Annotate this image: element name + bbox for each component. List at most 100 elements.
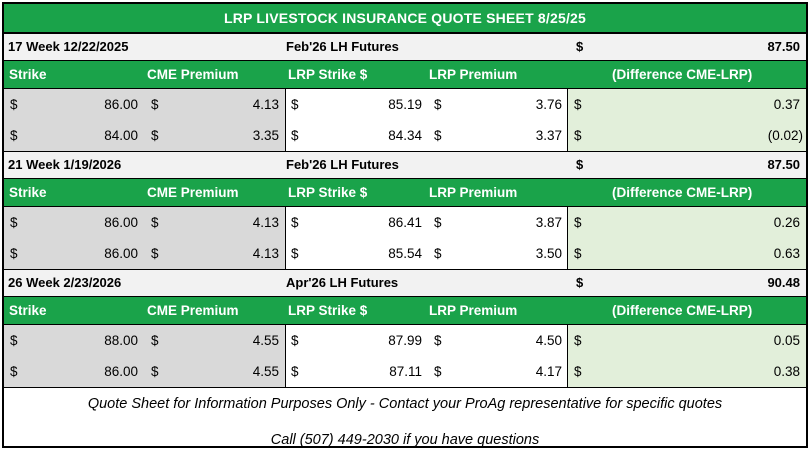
futures-contract: Feb'26 LH Futures [286, 157, 399, 172]
difference-value: 0.26 [773, 215, 800, 230]
section-label: 17 Week 12/22/2025 [8, 39, 129, 54]
lrp-premium-value: 3.76 [535, 97, 562, 112]
lrp-premium-value: 3.50 [535, 246, 562, 261]
section-label: 21 Week 1/19/2026 [8, 157, 122, 172]
strike-value: 88.00 [104, 333, 138, 348]
currency-sign: $ [151, 246, 159, 261]
strike-value: 86.00 [104, 97, 138, 112]
lrp-premium-value: 3.87 [535, 215, 562, 230]
lrp-premium-value: 4.17 [535, 364, 562, 379]
lrp-premium-value: 4.50 [535, 333, 562, 348]
column-header-row: Strike CME Premium LRP Strike $ LRP Prem… [4, 297, 806, 325]
lrp-premium-value: 3.37 [535, 128, 562, 143]
futures-currency: $ [576, 39, 584, 54]
currency-sign: $ [291, 246, 299, 261]
futures-price: 87.50 [767, 39, 800, 54]
column-header-row: Strike CME Premium LRP Strike $ LRP Prem… [4, 61, 806, 89]
table-row: $ 86.00 $ 4.13 $ 85.54 $ 3.50 $ 0.63 [4, 238, 806, 270]
table-row: $ 86.00 $ 4.13 $ 86.41 $ 3.87 $ 0.26 [4, 207, 806, 238]
currency-sign: $ [151, 97, 159, 112]
futures-contract: Apr'26 LH Futures [286, 275, 399, 290]
section-label: 26 Week 2/23/2026 [8, 275, 122, 290]
table-row: $ 84.00 $ 3.35 $ 84.34 $ 3.37 $ (0.02) [4, 120, 806, 152]
col-strike: Strike [9, 303, 47, 318]
lrp-strike-value: 86.41 [388, 215, 422, 230]
strike-value: 84.00 [104, 128, 138, 143]
strike-value: 86.00 [104, 246, 138, 261]
col-cme-premium: CME Premium [147, 303, 239, 318]
currency-sign: $ [434, 333, 442, 348]
currency-sign: $ [10, 128, 18, 143]
currency-sign: $ [574, 333, 582, 348]
futures-price: 87.50 [767, 157, 800, 172]
col-lrp-premium: LRP Premium [429, 67, 518, 82]
currency-sign: $ [291, 333, 299, 348]
contact-text: Call (507) 449-2030 if you have question… [270, 432, 540, 448]
quote-sheet: LRP LIVESTOCK INSURANCE QUOTE SHEET 8/25… [2, 2, 808, 448]
difference-value: 0.05 [773, 333, 800, 348]
currency-sign: $ [151, 333, 159, 348]
col-difference: (Difference CME-LRP) [612, 303, 753, 318]
currency-sign: $ [574, 246, 582, 261]
section-17-week: 17 Week 12/22/2025 Feb'26 LH Futures $ 8… [4, 34, 806, 152]
col-cme-premium: CME Premium [147, 67, 239, 82]
col-strike: Strike [9, 67, 47, 82]
currency-sign: $ [574, 364, 582, 379]
col-lrp-strike: LRP Strike $ [288, 303, 368, 318]
futures-currency: $ [576, 275, 584, 290]
col-lrp-premium: LRP Premium [429, 303, 518, 318]
lrp-strike-value: 87.11 [389, 364, 422, 379]
disclaimer-text: Quote Sheet for Information Purposes Onl… [87, 396, 723, 412]
cme-premium-value: 4.13 [252, 215, 279, 230]
currency-sign: $ [291, 215, 299, 230]
section-header: 21 Week 1/19/2026 Feb'26 LH Futures $ 87… [4, 152, 806, 179]
cme-premium-value: 4.55 [252, 333, 279, 348]
col-lrp-strike: LRP Strike $ [288, 67, 368, 82]
currency-sign: $ [151, 215, 159, 230]
table-row: $ 86.00 $ 4.13 $ 85.19 $ 3.76 $ 0.37 [4, 89, 806, 120]
cme-premium-value: 4.13 [252, 246, 279, 261]
currency-sign: $ [434, 246, 442, 261]
futures-price: 90.48 [767, 275, 800, 290]
strike-value: 86.00 [104, 364, 138, 379]
currency-sign: $ [574, 215, 582, 230]
cme-premium-value: 3.35 [252, 128, 279, 143]
currency-sign: $ [10, 215, 18, 230]
currency-sign: $ [291, 364, 299, 379]
currency-sign: $ [434, 364, 442, 379]
sheet-title: LRP LIVESTOCK INSURANCE QUOTE SHEET 8/25… [4, 4, 806, 34]
currency-sign: $ [10, 97, 18, 112]
currency-sign: $ [291, 97, 299, 112]
currency-sign: $ [291, 128, 299, 143]
difference-value: (0.02) [767, 128, 803, 143]
currency-sign: $ [10, 246, 18, 261]
col-difference: (Difference CME-LRP) [612, 185, 753, 200]
currency-sign: $ [434, 128, 442, 143]
futures-currency: $ [576, 157, 584, 172]
currency-sign: $ [10, 333, 18, 348]
currency-sign: $ [574, 97, 582, 112]
currency-sign: $ [434, 215, 442, 230]
col-lrp-strike: LRP Strike $ [288, 185, 368, 200]
futures-contract: Feb'26 LH Futures [286, 39, 399, 54]
cme-premium-value: 4.13 [252, 97, 279, 112]
column-header-row: Strike CME Premium LRP Strike $ LRP Prem… [4, 179, 806, 207]
currency-sign: $ [151, 364, 159, 379]
difference-value: 0.38 [773, 364, 800, 379]
section-21-week: 21 Week 1/19/2026 Feb'26 LH Futures $ 87… [4, 152, 806, 270]
difference-value: 0.63 [773, 246, 800, 261]
col-lrp-premium: LRP Premium [429, 185, 518, 200]
table-row: $ 86.00 $ 4.55 $ 87.11 $ 4.17 $ 0.38 [4, 356, 806, 388]
table-row: $ 88.00 $ 4.55 $ 87.99 $ 4.50 $ 0.05 [4, 325, 806, 356]
difference-value: 0.37 [773, 97, 800, 112]
section-header: 26 Week 2/23/2026 Apr'26 LH Futures $ 90… [4, 270, 806, 297]
lrp-strike-value: 85.54 [388, 246, 422, 261]
lrp-strike-value: 87.99 [388, 333, 422, 348]
lrp-strike-value: 84.34 [388, 128, 422, 143]
currency-sign: $ [434, 97, 442, 112]
strike-value: 86.00 [104, 215, 138, 230]
section-26-week: 26 Week 2/23/2026 Apr'26 LH Futures $ 90… [4, 270, 806, 388]
section-header: 17 Week 12/22/2025 Feb'26 LH Futures $ 8… [4, 34, 806, 61]
col-difference: (Difference CME-LRP) [612, 67, 753, 82]
currency-sign: $ [151, 128, 159, 143]
